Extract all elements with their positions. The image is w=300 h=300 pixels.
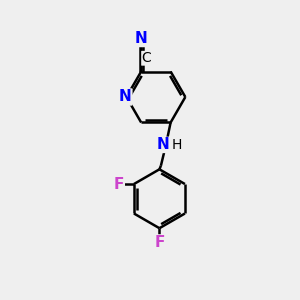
Text: F: F bbox=[113, 176, 124, 191]
Text: N: N bbox=[135, 31, 148, 46]
Text: N: N bbox=[157, 137, 169, 152]
Text: N: N bbox=[118, 89, 131, 104]
Text: C: C bbox=[142, 51, 151, 65]
Text: H: H bbox=[171, 138, 182, 152]
Text: F: F bbox=[154, 236, 165, 250]
